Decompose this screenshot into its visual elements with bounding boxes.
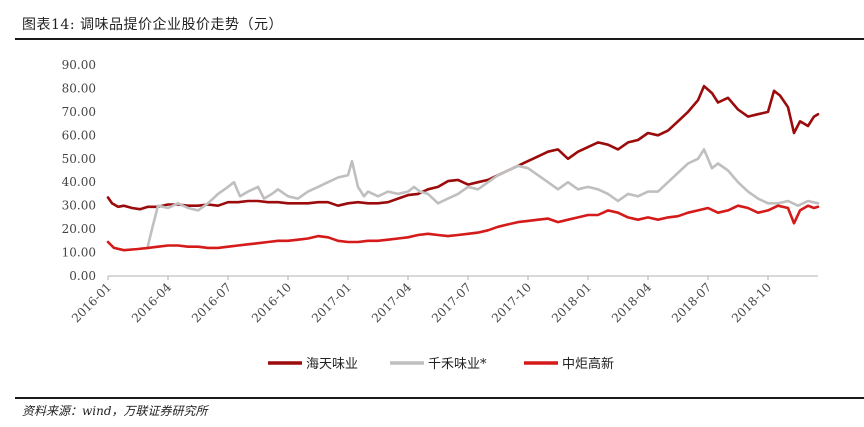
line-chart: 0.00 10.00 20.00 30.00 40.00 50.00 60.00 70.00 8…	[62, 58, 820, 372]
y-axis: 0.00 10.00 20.00 30.00 40.00 50.00 60.00 70.00 8…	[62, 58, 96, 283]
legend-label: 海天味业	[306, 357, 358, 372]
x-tick-label: 2018-07	[669, 280, 714, 325]
chart-title: 图表14: 调味品提价企业股价走势（元）	[22, 17, 283, 33]
x-tick-label: 2018-04	[609, 280, 654, 325]
x-tick-label: 2016-01	[69, 280, 114, 325]
title-rule	[15, 38, 864, 40]
x-tick-label: 2016-04	[129, 280, 174, 325]
y-tick-label: 40.00	[62, 175, 96, 189]
y-tick-label: 90.00	[62, 58, 96, 72]
x-tick-label: 2016-07	[189, 280, 234, 325]
x-tick-label: 2016-10	[249, 280, 294, 325]
x-tick-label: 2017-10	[489, 280, 534, 325]
x-tick-label: 2018-01	[549, 280, 594, 325]
y-tick-label: 60.00	[62, 128, 96, 142]
y-tick-label: 0.00	[69, 269, 96, 283]
x-tick-label: 2017-04	[369, 280, 414, 325]
y-tick-label: 20.00	[62, 222, 96, 236]
series-line	[106, 84, 820, 211]
series-layer	[106, 84, 820, 252]
x-tick-label: 2017-01	[309, 280, 354, 325]
source-rule	[15, 397, 864, 399]
legend: 海天味业 千禾味业* 中炬高新	[268, 356, 614, 372]
x-tick-label: 2017-07	[429, 280, 474, 325]
y-tick-label: 30.00	[62, 199, 96, 213]
source-note: 资料来源：wind，万联证券研究所	[22, 404, 208, 418]
title-bar: 图表14: 调味品提价企业股价走势（元）	[0, 0, 864, 40]
y-tick-label: 70.00	[62, 105, 96, 119]
x-tick-label: 2018-10	[729, 280, 774, 325]
x-axis: 2016-01 2016-04 2016-07 2016-10 2017-01 2017-…	[69, 275, 818, 325]
y-tick-label: 80.00	[62, 81, 96, 95]
y-tick-label: 50.00	[62, 152, 96, 166]
series-line	[146, 148, 820, 247]
legend-label: 千禾味业*	[428, 357, 487, 372]
legend-label: 中炬高新	[562, 356, 614, 372]
series-line	[106, 204, 820, 252]
y-tick-label: 10.00	[62, 246, 96, 260]
